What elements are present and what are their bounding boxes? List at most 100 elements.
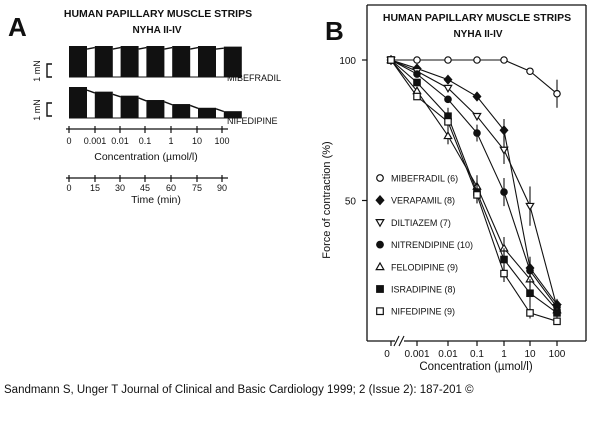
legend-label: NITRENDIPINE (10) <box>391 240 473 250</box>
trace-ramp <box>112 46 121 50</box>
y-axis-label: Force of contraction (%) <box>321 141 333 258</box>
legend-marker <box>375 194 385 206</box>
data-point <box>473 129 481 137</box>
trace-label-nifedipine: NIFEDIPINE <box>227 116 278 126</box>
legend-label: ISRADIPINE (8) <box>391 285 456 295</box>
data-point <box>443 74 453 85</box>
trace-block <box>223 111 242 118</box>
data-point <box>526 289 534 298</box>
y-tick-label: 50 <box>345 197 357 208</box>
panel-b-title: HUMAN PAPILLARY MUSCLE STRIPS <box>383 12 571 24</box>
trace-ramp <box>189 104 199 109</box>
data-point <box>553 309 561 317</box>
axis-break-marks <box>393 335 405 347</box>
trace-ramp <box>138 46 147 50</box>
data-point <box>473 191 481 199</box>
panel-b: B HUMAN PAPILLARY MUSCLE STRIPS NYHA II-… <box>321 4 587 373</box>
x-tick-label: 0.001 <box>404 349 429 360</box>
legend-marker <box>375 219 385 228</box>
x-ticks: 0 0.001 0.01 0.1 1 10 100 <box>384 341 566 360</box>
trace-block <box>120 95 139 118</box>
x-axis-label: Concentration (µmol/l) <box>419 361 533 373</box>
x-tick-label: 1 <box>501 349 507 360</box>
legend-label: MIBEFRADIL (6) <box>391 174 458 184</box>
panel-a-letter: A <box>8 12 27 42</box>
panel-a-title: HUMAN PAPILLARY MUSCLE STRIPS <box>64 8 252 20</box>
scale-bar-label: 1 mN <box>32 99 42 121</box>
trace-block <box>146 100 165 118</box>
x-tick-label: 10 <box>524 349 536 360</box>
time-axis-label: Time (min) <box>131 194 181 206</box>
legend-marker <box>376 240 384 249</box>
trace-block <box>120 46 139 77</box>
x-tick-label: 100 <box>549 349 566 360</box>
tick-label: 45 <box>140 183 150 193</box>
x-tick-label: 0 <box>384 349 390 360</box>
data-point <box>472 112 482 122</box>
figure-caption: Sandmann S, Unger T Journal of Clinical … <box>4 384 474 396</box>
tick-label: 0 <box>66 136 71 146</box>
data-point <box>443 84 453 93</box>
y-ticks: 50 100 <box>339 56 367 208</box>
trace-ramp <box>86 46 95 50</box>
legend-marker <box>376 285 384 293</box>
scale-bar-top: 1 mN <box>32 60 52 82</box>
trace-ramp <box>138 97 147 102</box>
y-tick-label: 100 <box>339 56 356 67</box>
legend-marker <box>376 174 384 182</box>
legend-label: NIFEDIPINE (9) <box>391 307 455 317</box>
tick-label: 100 <box>214 136 229 146</box>
data-point <box>500 188 508 196</box>
data-point <box>526 67 534 76</box>
data-point <box>472 91 482 102</box>
legend-marker <box>376 307 384 316</box>
panel-a-subtitle: NYHA II-IV <box>132 25 181 36</box>
trace-ramp <box>190 46 199 50</box>
legend-label: FELODIPINE (9) <box>391 262 458 272</box>
data-point <box>553 317 561 326</box>
concentration-ticks: 0 0.001 0.01 0.1 1 10 100 <box>66 126 230 146</box>
x-tick-label: 0.1 <box>470 349 484 360</box>
data-point <box>526 309 534 317</box>
panel-b-letter: B <box>325 16 344 46</box>
trace-block <box>94 46 113 77</box>
trace-ramp <box>215 108 225 113</box>
tick-label: 75 <box>192 183 202 193</box>
data-point <box>443 130 453 140</box>
scale-bar-bottom: 1 mN <box>32 99 52 121</box>
trace-label-mibefradil: MIBEFRADIL <box>227 73 281 83</box>
data-point <box>444 56 452 64</box>
trace-block <box>198 107 216 118</box>
data-point <box>413 92 421 101</box>
series-layer <box>386 54 562 326</box>
legend-marker <box>375 261 385 271</box>
tick-label: 0 <box>66 183 71 193</box>
tick-label: 60 <box>166 183 176 193</box>
tick-label: 0.001 <box>84 136 107 146</box>
tick-label: 0.01 <box>111 136 129 146</box>
data-point <box>413 70 421 78</box>
trace-ramp <box>86 89 96 94</box>
tick-label: 0.1 <box>139 136 152 146</box>
trace-block <box>172 46 191 77</box>
data-point <box>499 146 509 155</box>
data-point <box>525 202 535 212</box>
x-tick-label: 0.01 <box>438 349 458 360</box>
legend: MIBEFRADIL (6) VERAPAMIL (8) DILTIAZEM (7)… <box>375 174 473 317</box>
tick-label: 90 <box>217 183 227 193</box>
data-point <box>473 56 481 64</box>
trace-ramp <box>164 101 173 106</box>
trace-block <box>69 87 87 118</box>
tick-label: 15 <box>90 183 100 193</box>
series <box>387 56 561 326</box>
scale-bar-label: 1 mN <box>32 60 42 82</box>
trace-block <box>223 46 242 77</box>
trace-block <box>69 46 87 77</box>
legend-label: VERAPAMIL (8) <box>391 196 455 206</box>
trace-ramp <box>164 46 173 50</box>
tick-label: 30 <box>115 183 125 193</box>
trace-block <box>198 46 216 77</box>
data-point <box>500 269 508 278</box>
trace-block <box>94 91 113 118</box>
